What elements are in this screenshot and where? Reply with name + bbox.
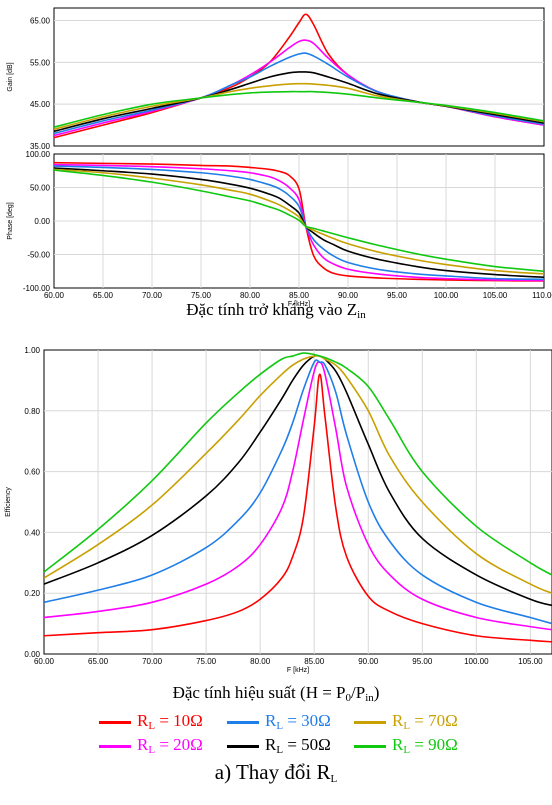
xtick-label: 105.00 (518, 657, 543, 666)
efficiency-xlabel: F [kHz] (287, 667, 309, 674)
legend-label: RL = 50Ω (265, 735, 331, 756)
xtick-label: 95.00 (412, 657, 433, 666)
efficiency-caption-text: Đặc tính hiệu suất (H = P (172, 683, 346, 702)
series-line (54, 90, 544, 128)
ytick-label: 1.00 (24, 346, 40, 355)
xtick-label: 105.00 (483, 291, 508, 300)
efficiency-ylabel: Efficiency (5, 487, 12, 517)
figure-caption-sub: L (330, 773, 338, 785)
series-line (44, 361, 552, 631)
legend-item-90ohm: RL = 90Ω (354, 734, 458, 756)
xtick-label: 100.00 (434, 291, 459, 300)
legend-swatch (99, 744, 131, 748)
xtick-label: 85.00 (289, 291, 310, 300)
xtick-label: 85.00 (304, 657, 325, 666)
legend-item-10ohm: RL = 10Ω (99, 710, 203, 732)
ytick-label: -100.00 (23, 284, 51, 293)
ytick-label: -50.00 (27, 251, 50, 260)
figure-caption: a) Thay đổi RL (0, 760, 552, 785)
legend-label: RL = 30Ω (265, 711, 331, 732)
ytick-label: 0.00 (34, 217, 50, 226)
xtick-label: 90.00 (338, 291, 359, 300)
ytick-label: 55.00 (30, 58, 51, 67)
legend-label: RL = 70Ω (392, 711, 458, 732)
ytick-label: 35.00 (30, 142, 51, 151)
series-line (54, 167, 544, 279)
impedance-caption-sub: in (357, 309, 366, 321)
xtick-label: 100.00 (464, 657, 489, 666)
legend-item-30ohm: RL = 30Ω (227, 710, 331, 732)
xtick-label: 95.00 (387, 291, 408, 300)
phase-ylabel: Phase [deg] (7, 202, 14, 239)
gain-plot-area (53, 7, 545, 147)
ytick-label: 50.00 (30, 184, 51, 193)
impedance-caption: Đặc tính trở kháng vào Zin (0, 300, 552, 321)
xtick-label: 70.00 (142, 291, 163, 300)
xtick-label: 65.00 (88, 657, 109, 666)
impedance-caption-text: Đặc tính trở kháng vào Z (186, 300, 358, 319)
xtick-label: 75.00 (191, 291, 212, 300)
legend-row-1: RL = 10Ω RL = 30Ω RL = 70Ω (0, 710, 552, 732)
xtick-label: 75.00 (196, 657, 217, 666)
efficiency-caption-sub1: in (365, 692, 374, 704)
figure-caption-text: a) Thay đổi R (214, 760, 331, 784)
legend-label: RL = 90Ω (392, 735, 458, 756)
series-line (54, 161, 544, 282)
series-line (44, 359, 552, 625)
efficiency-caption-sub0: 0 (345, 692, 352, 704)
ytick-label: 45.00 (30, 100, 51, 109)
legend-item-50ohm: RL = 50Ω (227, 734, 331, 756)
legend-swatch (354, 720, 386, 724)
xtick-label: 80.00 (250, 657, 271, 666)
gain-chart: 35.00 45.00 55.00 65.00 Gain [dB] (7, 7, 545, 151)
series-line (54, 169, 544, 273)
xtick-label: 60.00 (34, 657, 55, 666)
ytick-label: 0.60 (24, 468, 40, 477)
xtick-label: 90.00 (358, 657, 379, 666)
legend-item-20ohm: RL = 20Ω (99, 734, 203, 756)
ytick-label: 100.00 (26, 150, 51, 159)
efficiency-caption-mid: /P (351, 683, 366, 702)
legend-swatch (354, 744, 386, 748)
ytick-label: 0.80 (24, 407, 40, 416)
ytick-label: 0.00 (24, 650, 40, 659)
xtick-label: 60.00 (44, 291, 65, 300)
legend-swatch (227, 720, 259, 724)
efficiency-caption-end: ) (373, 683, 380, 702)
ytick-label: 0.40 (24, 528, 40, 537)
phase-chart: -100.00 -50.00 0.00 50.00 100.00 60.00 65.00 70… (7, 150, 552, 308)
efficiency-caption: Đặc tính hiệu suất (H = P0/Pin) (0, 683, 552, 704)
legend-label: RL = 20Ω (137, 735, 203, 756)
xtick-label: 110.00 (532, 291, 552, 300)
legend-item-70ohm: RL = 70Ω (354, 710, 458, 732)
phase-xlabel: F [kHz] (288, 301, 310, 308)
legend-swatch (227, 744, 259, 748)
series-line (54, 165, 544, 281)
legend-row-2: RL = 20Ω RL = 50Ω RL = 90Ω (0, 734, 552, 756)
xtick-label: 65.00 (93, 291, 114, 300)
gain-ylabel: Gain [dB] (7, 62, 14, 91)
efficiency-chart: 0.00 0.20 0.40 0.60 0.80 1.00 60.00 65.00 70.00 7… (5, 346, 552, 674)
ytick-label: 0.20 (24, 589, 40, 598)
series-line (44, 373, 552, 643)
series-line (54, 163, 544, 282)
series-line (44, 352, 552, 576)
xtick-label: 80.00 (240, 291, 261, 300)
xtick-label: 70.00 (142, 657, 163, 666)
series-line (54, 168, 544, 275)
legend-swatch (99, 720, 131, 724)
ytick-label: 65.00 (30, 17, 51, 26)
legend-label: RL = 10Ω (137, 711, 203, 732)
